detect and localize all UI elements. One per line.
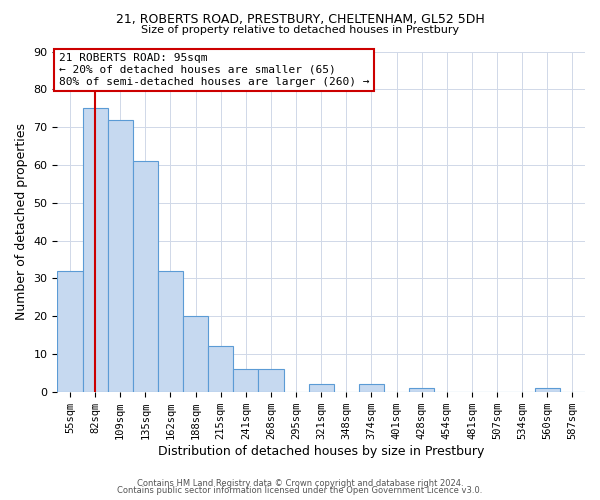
Y-axis label: Number of detached properties: Number of detached properties — [15, 123, 28, 320]
Text: Contains public sector information licensed under the Open Government Licence v3: Contains public sector information licen… — [118, 486, 482, 495]
Bar — [308, 384, 334, 392]
Text: Size of property relative to detached houses in Prestbury: Size of property relative to detached ho… — [141, 25, 459, 35]
Bar — [359, 384, 384, 392]
Bar — [58, 271, 83, 392]
Text: 21, ROBERTS ROAD, PRESTBURY, CHELTENHAM, GL52 5DH: 21, ROBERTS ROAD, PRESTBURY, CHELTENHAM,… — [116, 12, 484, 26]
Bar — [133, 161, 158, 392]
X-axis label: Distribution of detached houses by size in Prestbury: Distribution of detached houses by size … — [158, 444, 484, 458]
Bar — [183, 316, 208, 392]
Bar — [233, 369, 259, 392]
Bar — [208, 346, 233, 392]
Text: Contains HM Land Registry data © Crown copyright and database right 2024.: Contains HM Land Registry data © Crown c… — [137, 478, 463, 488]
Text: 21 ROBERTS ROAD: 95sqm
← 20% of detached houses are smaller (65)
80% of semi-det: 21 ROBERTS ROAD: 95sqm ← 20% of detached… — [59, 54, 369, 86]
Bar — [158, 271, 183, 392]
Bar — [259, 369, 284, 392]
Bar — [409, 388, 434, 392]
Bar — [107, 120, 133, 392]
Bar — [83, 108, 107, 392]
Bar — [535, 388, 560, 392]
